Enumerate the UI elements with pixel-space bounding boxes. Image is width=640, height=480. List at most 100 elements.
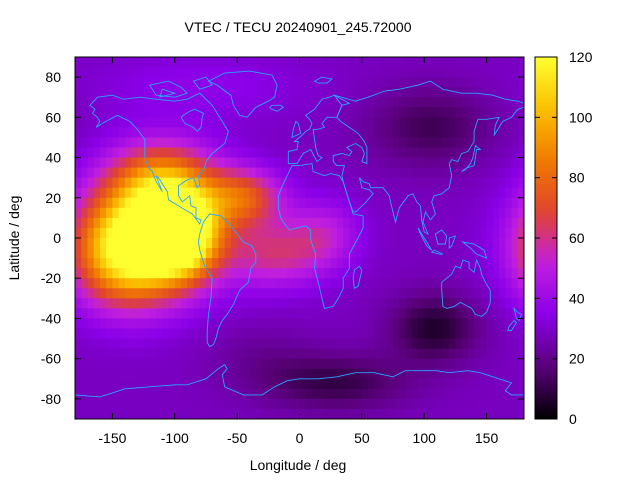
heat-cell <box>255 268 263 279</box>
heat-cell <box>193 308 201 320</box>
heat-cell <box>349 107 357 118</box>
heat-cell <box>168 308 176 320</box>
heat-cell <box>411 398 419 410</box>
heat-cell <box>293 358 301 370</box>
heat-cell <box>193 177 201 189</box>
heat-cell <box>361 107 369 118</box>
heat-cell <box>168 238 176 249</box>
heat-cell <box>143 127 151 139</box>
heat-cell <box>243 207 251 219</box>
heat-cell <box>467 328 475 340</box>
heat-cell <box>361 298 369 309</box>
heat-cell <box>349 127 357 139</box>
heat-cell <box>262 268 269 279</box>
heat-cell <box>230 388 238 400</box>
heat-cell <box>311 217 319 229</box>
heat-cell <box>299 398 307 410</box>
heat-cell <box>193 348 201 360</box>
heat-cell <box>230 57 238 68</box>
heat-cell <box>124 338 132 350</box>
heat-cell <box>467 227 475 239</box>
heat-cell <box>461 318 469 330</box>
heat-cell <box>230 348 238 360</box>
heat-cell <box>218 298 226 309</box>
heat-cell <box>174 258 182 269</box>
heat-cell <box>181 87 188 98</box>
heat-cell <box>511 67 519 78</box>
heat-cell <box>99 197 107 209</box>
heat-cell <box>205 87 213 98</box>
heat-cell <box>131 127 138 139</box>
heat-cell <box>380 298 388 309</box>
heat-cell <box>505 248 513 259</box>
heat-cell <box>99 308 107 320</box>
heat-cell <box>255 298 263 309</box>
heat-cell <box>255 258 263 269</box>
heat-cell <box>237 338 244 350</box>
heat-cell <box>461 167 469 179</box>
heat-cell <box>224 318 232 330</box>
heat-cell <box>311 207 319 219</box>
heat-cell <box>467 378 475 390</box>
heat-cell <box>455 107 463 118</box>
heat-cell <box>499 408 506 419</box>
heat-cell <box>212 298 220 309</box>
heat-cell <box>368 107 375 118</box>
heat-cell <box>87 177 95 189</box>
heat-cell <box>93 238 101 249</box>
heat-cell <box>318 67 326 78</box>
heat-cell <box>436 97 444 108</box>
heat-cell <box>287 268 294 279</box>
heat-cell <box>336 318 344 330</box>
heat-cell <box>99 238 107 249</box>
heat-cell <box>293 177 301 189</box>
heat-cell <box>81 388 89 400</box>
heat-cell <box>81 398 89 410</box>
heat-cell <box>212 57 220 68</box>
heat-cell <box>499 147 506 159</box>
heat-cell <box>187 338 195 350</box>
heat-cell <box>368 268 375 279</box>
x-tick-label: 100 <box>413 430 437 446</box>
heat-cell <box>280 368 288 380</box>
heat-cell <box>149 318 157 330</box>
heat-cell <box>318 97 326 108</box>
heat-cell <box>99 157 107 169</box>
heat-cell <box>399 137 407 149</box>
heat-cell <box>424 368 432 380</box>
x-tick-label: 0 <box>296 430 304 446</box>
heat-cell <box>374 157 382 169</box>
heat-cell <box>168 197 176 209</box>
heat-cell <box>293 137 301 149</box>
coastline-asia <box>332 80 524 235</box>
heat-cell <box>436 348 444 360</box>
heat-cell <box>137 207 145 219</box>
heat-cell <box>224 368 232 380</box>
heat-cell <box>168 348 176 360</box>
heat-cell <box>399 388 407 400</box>
heat-cell <box>511 248 519 259</box>
heat-cell <box>287 127 294 139</box>
heat-cell <box>162 147 170 159</box>
heat-cell <box>237 67 244 78</box>
heat-cell <box>343 207 350 219</box>
heat-cell <box>399 358 407 370</box>
heat-cell <box>330 197 338 209</box>
heat-cell <box>193 378 201 390</box>
heat-cell <box>174 278 182 289</box>
heat-cell <box>455 348 463 360</box>
heat-cell <box>156 288 163 299</box>
heat-cell <box>417 268 425 279</box>
heat-cell <box>187 248 195 259</box>
heat-cell <box>449 177 457 189</box>
heat-cell <box>417 288 425 299</box>
heat-cell <box>237 258 244 269</box>
heat-cell <box>162 97 170 108</box>
heat-cell <box>436 147 444 159</box>
heat-cell <box>293 378 301 390</box>
heat-cell <box>124 57 132 68</box>
heat-cell <box>137 368 145 380</box>
heat-cell <box>156 197 163 209</box>
heat-cell <box>230 248 238 259</box>
heat-cell <box>467 268 475 279</box>
